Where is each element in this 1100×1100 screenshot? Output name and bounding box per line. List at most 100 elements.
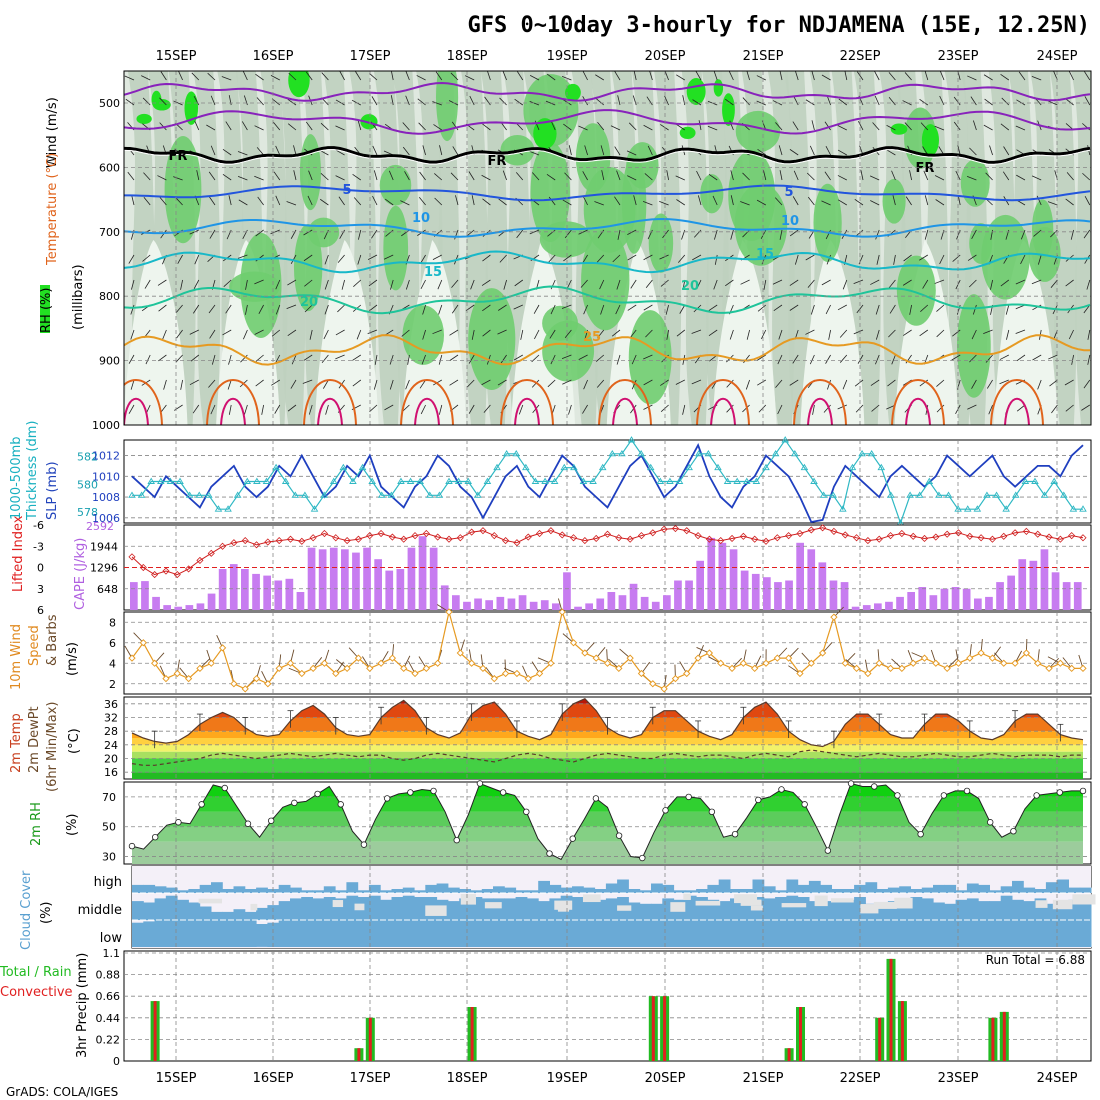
lifted-index-point — [309, 534, 317, 542]
cape-bar — [829, 580, 838, 610]
wind-barb — [902, 279, 912, 286]
cloud-bar — [1057, 905, 1069, 920]
wind-barb — [953, 96, 961, 106]
wind-barb — [352, 379, 362, 387]
rh-point — [731, 830, 739, 838]
wind-barb — [1048, 100, 1058, 106]
lifted-index-point — [252, 541, 261, 549]
wind-barb — [416, 75, 426, 81]
wind-barb — [679, 304, 686, 314]
wind-barb — [676, 124, 686, 131]
wind-barb — [985, 354, 993, 363]
cloud-bar — [301, 920, 313, 947]
wind-barb — [325, 404, 329, 415]
cloud-bar — [572, 897, 584, 920]
wind-barb — [1050, 279, 1058, 288]
wind-barb — [643, 124, 653, 131]
cape-bar — [707, 537, 716, 610]
wind-barb — [355, 71, 362, 81]
temp-35-arch — [710, 397, 736, 425]
wind-barb — [270, 229, 280, 235]
cloud-bar — [425, 920, 438, 947]
thickness-point — [656, 477, 665, 484]
lifted-index-point — [343, 537, 351, 545]
thickness-point — [800, 463, 809, 471]
wind-barb — [970, 96, 977, 106]
wind-barb — [157, 279, 167, 286]
slp-tick: 1006 — [92, 512, 120, 525]
date-label-bottom: 20SEP — [645, 1071, 686, 1086]
thickness-point — [973, 505, 982, 512]
rh-moist-blob — [700, 174, 724, 214]
wind-barb — [838, 199, 848, 206]
cloud-bar — [741, 889, 753, 893]
thickness-point — [1031, 477, 1039, 484]
wind10-frame — [123, 611, 1092, 695]
wind-barb — [584, 329, 588, 340]
wind-barb — [1005, 304, 1010, 315]
lifted-index-point — [456, 534, 464, 542]
cape-bar — [141, 581, 149, 610]
wind-barb — [175, 197, 183, 206]
wind-barb — [969, 354, 977, 363]
wind-barb — [320, 122, 329, 131]
wind-speed-point — [411, 669, 419, 678]
wind-barb — [968, 279, 977, 288]
wind-barb — [967, 404, 977, 410]
wind-barb — [438, 304, 443, 315]
temp-35-arch — [1004, 397, 1030, 425]
wind-barb — [837, 149, 847, 156]
rh-point — [221, 784, 228, 792]
wind-barb — [319, 198, 329, 206]
thickness-point — [791, 449, 799, 457]
cloud-bar — [391, 897, 404, 920]
wind-barb — [302, 379, 313, 384]
date-label-bottom: 24SEP — [1037, 1071, 1078, 1086]
lifted-index-point — [660, 525, 668, 533]
wind-barb — [825, 145, 831, 156]
rh-moist-blob — [960, 159, 990, 207]
lifted-index-point — [513, 539, 521, 547]
wind-barb — [405, 95, 410, 106]
cloud-bar — [820, 920, 832, 947]
wind-barb — [143, 196, 151, 206]
cloud-gap — [554, 900, 573, 910]
rh-point — [778, 786, 785, 793]
wind-barb — [1002, 171, 1010, 181]
wind-barb — [529, 229, 540, 235]
wind-barb — [402, 122, 410, 131]
wind-barb — [243, 329, 248, 340]
wind-barb — [823, 404, 831, 413]
cloud-bar — [481, 920, 494, 947]
wind-barb — [643, 379, 653, 386]
wind-barb — [371, 96, 378, 106]
wind-speed-point — [162, 674, 170, 683]
wind-barb — [287, 279, 297, 286]
wind-barb — [516, 229, 524, 239]
cloud-bar — [233, 909, 246, 920]
wind-barb — [190, 354, 200, 362]
wind-barb — [385, 229, 394, 237]
wind-tick: 8 — [109, 616, 116, 629]
wind-barb — [305, 121, 313, 131]
date-label-top: 24SEP — [1037, 49, 1078, 64]
wind-barb — [904, 122, 912, 131]
cape-bar — [1051, 572, 1060, 610]
cloud-bar — [290, 887, 302, 893]
wind-barb — [439, 145, 443, 156]
cloud-bar — [154, 920, 167, 947]
date-label-top: 19SEP — [547, 49, 588, 64]
cloud-gap — [354, 903, 365, 911]
pressure-tick: 900 — [99, 355, 120, 368]
wind-barb — [872, 122, 880, 131]
wind-barb — [854, 198, 864, 206]
cloud-bar — [1045, 920, 1058, 947]
wind-barb — [935, 199, 945, 206]
top-date-axis: 15SEP 16SEP 17SEP 18SEP 19SEP 20SEP 21SEP 22SEP… — [156, 49, 1078, 64]
cloud-bar — [673, 890, 686, 893]
wind-speed-point — [1056, 659, 1064, 667]
lifted-index-point — [139, 563, 147, 572]
thickness-point — [637, 449, 645, 457]
wind-barb — [853, 329, 864, 335]
cloud-bar — [797, 897, 810, 920]
